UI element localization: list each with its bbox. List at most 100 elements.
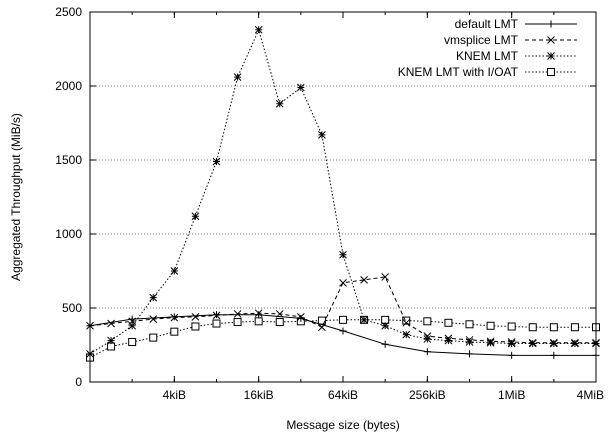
data-point [233, 310, 242, 318]
x-tick-label: 256kiB [409, 388, 446, 402]
data-point [402, 318, 411, 327]
x-tick-label: 16kiB [244, 388, 274, 402]
data-point [549, 338, 558, 347]
x-axis-title: Message size (bytes) [286, 418, 399, 432]
data-point [296, 83, 305, 92]
y-tick-label: 1000 [55, 227, 82, 241]
data-point [381, 321, 390, 330]
data-point [339, 250, 347, 259]
data-point [317, 316, 326, 325]
data-point [381, 273, 390, 281]
x-tick-label: 64kiB [328, 388, 358, 402]
series-knem-lmt [86, 25, 600, 358]
series-default-lmt [86, 311, 600, 359]
data-point [549, 339, 558, 348]
plot-series [86, 25, 600, 362]
data-point [339, 327, 347, 335]
data-point [213, 311, 220, 319]
data-point [212, 157, 221, 166]
legend-item: default LMT [455, 17, 577, 31]
data-point [486, 338, 495, 347]
legend: default LMT vmsplice LMT KNEM LMT KNEM LMT … [398, 17, 577, 79]
data-point [466, 350, 473, 358]
series-line [89, 319, 596, 359]
data-point [381, 340, 389, 348]
data-point [570, 323, 579, 332]
data-point [571, 339, 579, 348]
legend-marker [547, 52, 555, 60]
data-point [254, 25, 263, 34]
data-point [318, 130, 326, 139]
data-point [465, 335, 474, 344]
data-point [423, 317, 432, 326]
data-point [360, 315, 368, 324]
data-point [465, 320, 474, 329]
y-axis-title: Aggregated Throughput (MiB/s) [9, 113, 23, 281]
data-point [571, 338, 579, 347]
series-knem-lmt-with-i-oat [86, 315, 600, 362]
legend-marker [547, 20, 555, 28]
data-point [233, 73, 242, 81]
legend-marker [547, 36, 555, 44]
data-point [170, 267, 179, 275]
data-point [128, 338, 137, 347]
data-point [507, 322, 516, 331]
data-point [507, 339, 516, 348]
data-point [191, 322, 200, 331]
y-tick-label: 2500 [55, 5, 82, 19]
data-point [191, 313, 200, 321]
legend-item: KNEM LMT with I/OAT [398, 65, 577, 79]
y-tick-label: 2000 [55, 79, 82, 93]
x-tick-label: 4kiB [163, 388, 186, 402]
series-line [89, 28, 596, 355]
data-point [528, 338, 537, 347]
data-point [339, 315, 347, 324]
legend-item: KNEM LMT [456, 49, 577, 63]
legend-label: KNEM LMT [456, 49, 519, 63]
y-tick-label: 1500 [55, 153, 82, 167]
data-point [444, 318, 453, 327]
data-point [107, 319, 115, 328]
data-point [528, 339, 537, 348]
data-point [402, 316, 411, 325]
data-point [297, 314, 305, 322]
data-point [444, 334, 453, 343]
data-point [550, 351, 558, 359]
data-point [486, 321, 495, 330]
data-point [255, 311, 263, 319]
y-tick-label: 0 [75, 375, 82, 389]
data-point [508, 351, 516, 359]
legend-marker [547, 68, 555, 76]
data-point [170, 327, 179, 336]
data-point [528, 323, 537, 332]
data-point [170, 313, 178, 321]
data-point [254, 317, 263, 326]
data-point [507, 338, 516, 346]
data-point [486, 337, 495, 346]
data-point [128, 315, 136, 323]
axes: 0 500 1000 1500 2000 2500 4kiB 16kiB 64kiB 256kiB… [55, 5, 604, 402]
plot-frame [89, 11, 597, 383]
data-point [149, 315, 158, 323]
data-point [423, 348, 431, 356]
data-point [275, 318, 284, 327]
legend-label: vmsplice LMT [444, 33, 519, 47]
legend-label: KNEM LMT with I/OAT [398, 65, 519, 79]
legend-item: vmsplice LMT [444, 33, 577, 47]
data-point [191, 212, 200, 221]
y-tick-label: 500 [62, 301, 82, 315]
data-point [549, 323, 558, 332]
x-tick-label: 1MiB [498, 388, 525, 402]
data-point [275, 99, 284, 108]
data-point [423, 332, 432, 340]
data-point [402, 330, 411, 339]
data-point [233, 318, 242, 327]
data-point [149, 293, 158, 302]
legend-label: default LMT [455, 17, 519, 31]
data-point [107, 336, 115, 345]
data-point [339, 278, 347, 287]
grid [90, 85, 596, 309]
data-point [212, 319, 221, 328]
data-point [149, 333, 158, 342]
